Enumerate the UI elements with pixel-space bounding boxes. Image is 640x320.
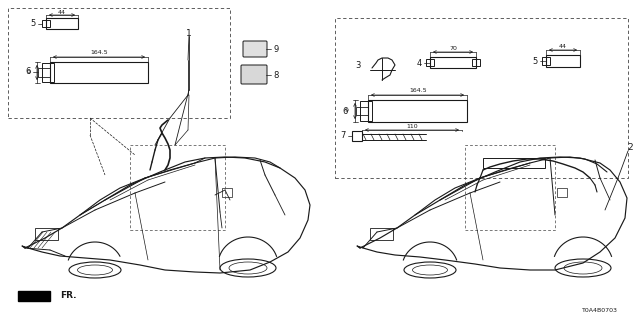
Bar (360, 101, 372, 121)
Text: 9: 9 (345, 108, 349, 114)
Bar (483, 158, 545, 168)
Text: 4: 4 (417, 59, 422, 68)
Text: 44: 44 (58, 10, 66, 14)
Text: 6: 6 (26, 68, 31, 76)
Text: 44: 44 (559, 44, 567, 49)
Bar (542, 57, 550, 65)
Text: 5: 5 (30, 20, 36, 28)
FancyBboxPatch shape (241, 65, 267, 84)
Text: 164.5: 164.5 (90, 51, 108, 55)
Bar (38, 68, 50, 77)
Bar (130, 145, 225, 230)
Text: 1: 1 (186, 28, 192, 37)
Text: 7: 7 (340, 132, 346, 140)
Bar (42, 63, 54, 82)
Bar (42, 20, 50, 27)
Bar (368, 100, 467, 122)
Text: 6: 6 (342, 107, 348, 116)
Text: 2: 2 (627, 143, 633, 153)
Bar (546, 55, 580, 67)
Text: 164.5: 164.5 (409, 89, 427, 93)
Polygon shape (18, 291, 50, 301)
Text: FR.: FR. (60, 291, 77, 300)
Text: 110: 110 (406, 124, 418, 130)
Bar (8, 8, 230, 118)
Text: 9: 9 (27, 69, 31, 75)
Bar (356, 107, 368, 115)
Text: 3: 3 (355, 60, 361, 69)
Bar (426, 59, 434, 66)
Bar (465, 145, 555, 230)
Text: 5: 5 (532, 57, 538, 66)
Bar (35, 228, 58, 240)
Bar (50, 62, 148, 83)
Bar (370, 228, 393, 240)
Bar (430, 57, 476, 68)
Text: T0A4B0703: T0A4B0703 (582, 308, 618, 314)
Text: 70: 70 (449, 45, 457, 51)
Bar (222, 188, 232, 197)
Bar (352, 131, 362, 141)
Text: 9: 9 (273, 44, 278, 53)
Text: 8: 8 (273, 70, 278, 79)
Bar (472, 59, 480, 66)
Bar (557, 188, 567, 197)
FancyBboxPatch shape (243, 41, 267, 57)
Bar (46, 18, 78, 29)
Bar (335, 18, 628, 178)
